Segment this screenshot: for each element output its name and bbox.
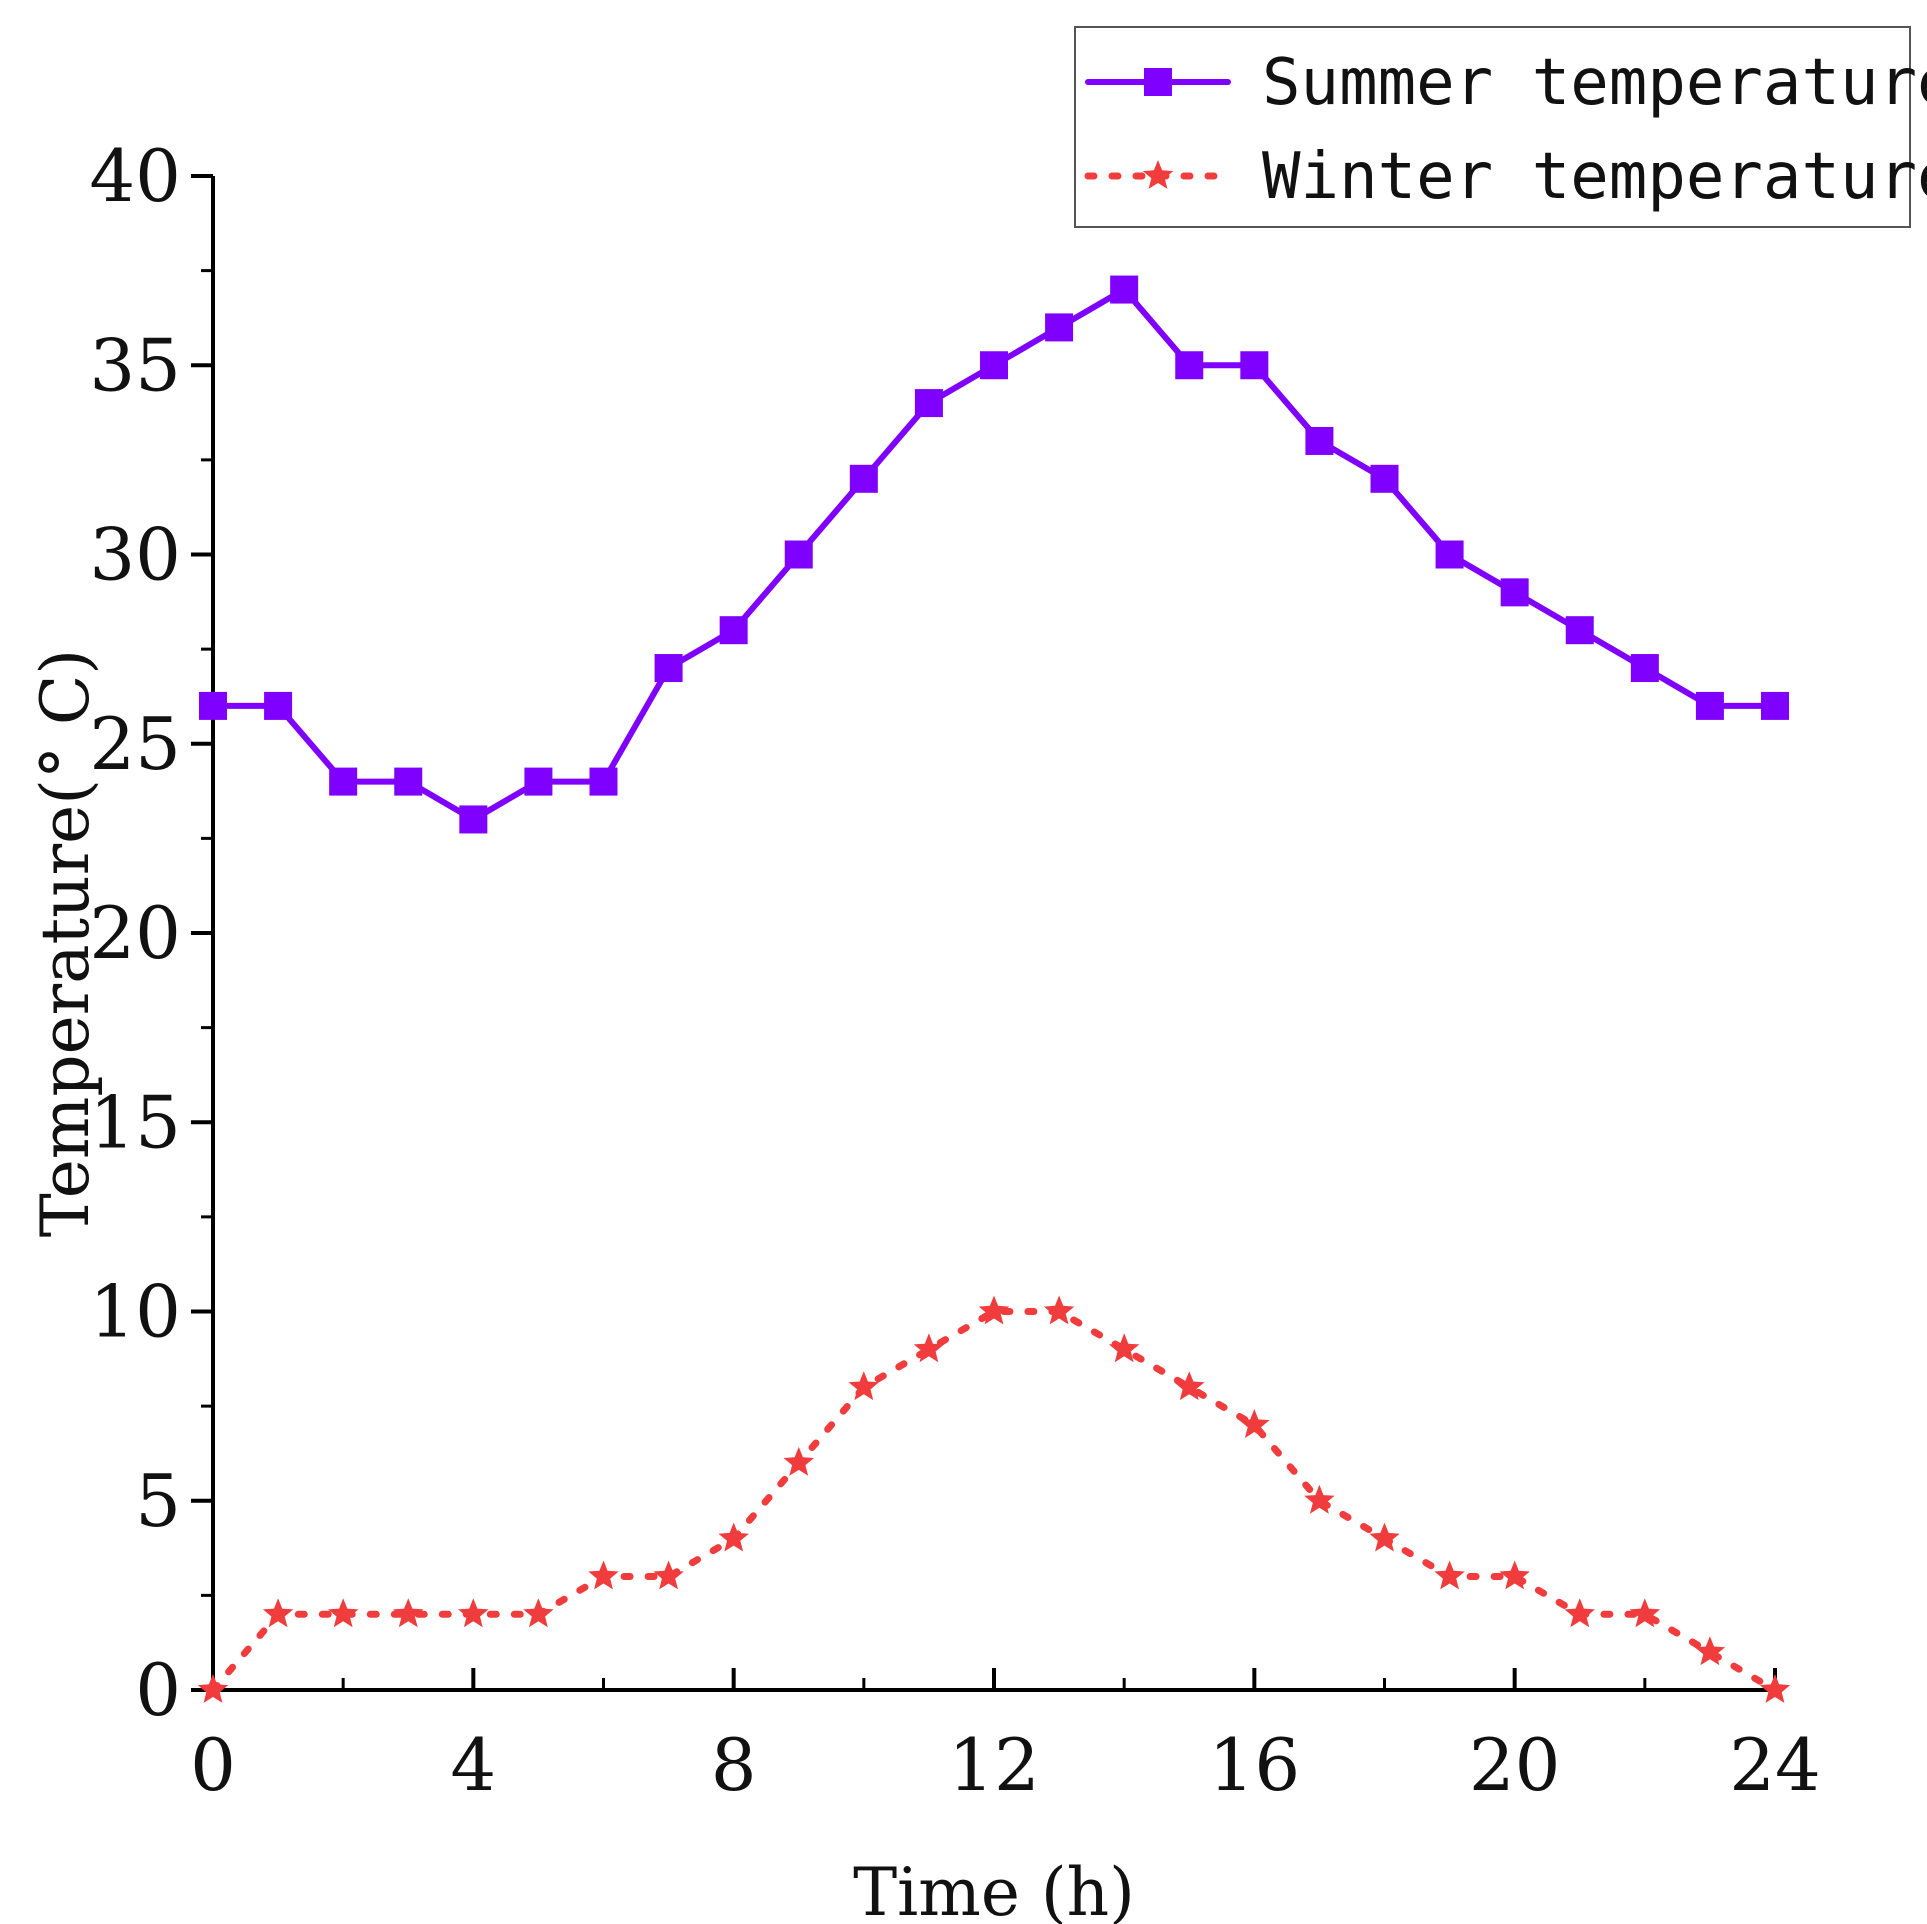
data-point [1564, 1598, 1595, 1628]
data-point [1499, 1560, 1530, 1590]
data-point [1108, 1333, 1140, 1363]
y-tick-label: 0 [135, 1648, 181, 1732]
data-point [849, 464, 878, 493]
data-point [980, 351, 1008, 380]
x-tick-label: 16 [1209, 1723, 1301, 1807]
data-point [1629, 1598, 1661, 1628]
legend-label: Summer temperature [1262, 46, 1927, 120]
series-line [209, 1308, 1779, 1694]
legend-label: Winter temperature [1262, 140, 1927, 214]
data-point [848, 1371, 880, 1401]
data-point [264, 691, 293, 720]
y-tick-label: 20 [89, 891, 181, 975]
x-tick-label: 8 [711, 1723, 757, 1807]
legend-item-winter: Winter temperature [1084, 140, 1927, 214]
y-tick-label: 15 [89, 1080, 181, 1164]
data-point [197, 1674, 229, 1703]
x-axis-title: Time (h) [853, 1854, 1135, 1924]
axes [211, 176, 1775, 1692]
data-point [1043, 1295, 1075, 1325]
axis-ticks: 0 5 10 15 20 25 30 35 40 0 4 8 12 16 20 24 [89, 134, 1820, 1807]
data-point [523, 1598, 554, 1628]
data-point [199, 691, 227, 720]
legend-marker [1142, 160, 1174, 189]
y-tick-label: 30 [89, 513, 181, 597]
legend-item-summer: Summer temperature [1085, 46, 1927, 120]
data-point [588, 1560, 619, 1590]
data-point [913, 1333, 945, 1363]
x-tick-label: 24 [1729, 1723, 1821, 1807]
legend: Summer temperature Winter temperature [1074, 26, 1927, 228]
legend-box [1074, 26, 1911, 228]
data-point [329, 767, 358, 796]
data-point [1434, 1560, 1465, 1590]
data-point [653, 1560, 684, 1590]
data-point [327, 1598, 359, 1628]
data-point [589, 767, 618, 796]
data-point [1630, 654, 1659, 683]
data-point [1435, 540, 1464, 569]
data-point [1694, 1636, 1726, 1666]
data-point [719, 616, 748, 645]
data-point [262, 1598, 294, 1628]
data-point [1240, 351, 1269, 380]
data-point [1174, 1371, 1205, 1401]
x-tick-label: 12 [948, 1723, 1040, 1807]
data-point [1695, 691, 1724, 720]
data-point [1369, 1522, 1400, 1552]
data-point [1110, 275, 1139, 304]
data-point [914, 389, 943, 418]
x-tick-label: 4 [450, 1723, 496, 1807]
data-point [783, 1446, 814, 1476]
data-point [524, 767, 553, 796]
data-point [1175, 351, 1204, 380]
data-point [394, 767, 423, 796]
data-point [1565, 616, 1594, 645]
data-point [784, 540, 813, 569]
data-point [1045, 313, 1074, 342]
legend-marker [1144, 68, 1172, 96]
data-point [1239, 1409, 1270, 1438]
data-point [459, 805, 488, 834]
x-tick-label: 20 [1469, 1723, 1561, 1807]
y-tick-label: 40 [89, 134, 181, 218]
data-point [1500, 578, 1529, 607]
data-point [393, 1598, 424, 1628]
y-axis-title: Temperature(° C) [27, 649, 104, 1237]
x-tick-label: 0 [190, 1723, 236, 1807]
data-point [1305, 426, 1334, 455]
y-tick-label: 25 [89, 702, 181, 786]
data-series [197, 275, 1791, 1703]
series-summer [199, 275, 1789, 834]
data-point [1761, 691, 1789, 720]
data-point [978, 1295, 1010, 1325]
data-point [1759, 1674, 1791, 1703]
series-winter [197, 1295, 1791, 1703]
data-point [1370, 464, 1399, 493]
data-point [654, 654, 683, 683]
y-tick-label: 10 [89, 1270, 181, 1354]
data-point [718, 1522, 749, 1552]
data-point [458, 1598, 489, 1628]
data-point [1304, 1484, 1335, 1514]
y-tick-label: 35 [89, 323, 181, 407]
y-tick-label: 5 [135, 1459, 181, 1543]
